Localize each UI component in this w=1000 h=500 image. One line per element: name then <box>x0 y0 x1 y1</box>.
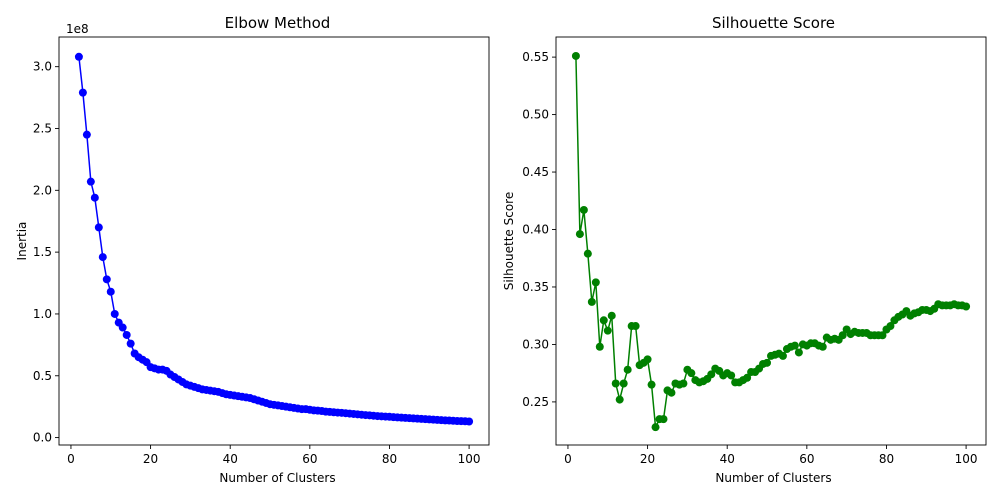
silhouette-x-tick-label: 40 <box>720 452 735 466</box>
elbow-x-tick-label: 100 <box>458 452 481 466</box>
elbow-x-tick-label: 60 <box>302 452 317 466</box>
silhouette-data-point <box>790 341 799 350</box>
silhouette-y-tick-label: 0.45 <box>522 165 549 179</box>
elbow-data-point <box>110 309 119 318</box>
silhouette-data-point <box>794 348 803 357</box>
silhouette-y-tick-label: 0.50 <box>522 108 549 122</box>
elbow-data-point <box>118 323 127 332</box>
silhouette-data-point <box>571 51 580 60</box>
silhouette-data-point <box>643 355 652 364</box>
elbow-y-axis-label: Inertia <box>15 222 29 261</box>
silhouette-data-point <box>687 369 696 378</box>
elbow-y-tick-label: 1.0 <box>33 307 52 321</box>
silhouette-series-line <box>575 55 967 430</box>
silhouette-data-point <box>667 388 676 397</box>
elbow-x-tick-label: 80 <box>382 452 397 466</box>
silhouette-plot-frame <box>555 36 987 446</box>
elbow-x-tick-label: 0 <box>67 452 75 466</box>
elbow-data-point <box>90 193 99 202</box>
silhouette-data-point <box>743 373 752 382</box>
silhouette-data-point <box>763 358 772 367</box>
silhouette-chart-title: Silhouette Score <box>712 14 835 32</box>
silhouette-data-point <box>583 249 592 258</box>
elbow-y-tick-label: 2.5 <box>33 121 52 135</box>
silhouette-data-point <box>886 322 895 331</box>
elbow-data-point <box>94 223 103 232</box>
silhouette-data-point <box>778 351 787 360</box>
elbow-plot-frame <box>58 36 490 446</box>
silhouette-y-tick-label: 0.25 <box>522 395 549 409</box>
elbow-data-point <box>102 275 111 284</box>
elbow-y-tick-label: 1.5 <box>33 245 52 259</box>
silhouette-axis-ticks: 0 20 40 60 80 100 0.25 0.30 0.35 0.40 0.45 0.50 0.55 <box>522 50 977 466</box>
silhouette-data-point <box>651 423 660 432</box>
silhouette-series <box>571 51 971 432</box>
elbow-chart: Elbow Method Number of Clusters Inertia … <box>15 14 490 485</box>
silhouette-data-point <box>575 230 584 239</box>
silhouette-x-axis-label: Number of Clusters <box>715 471 831 485</box>
silhouette-x-tick-label: 20 <box>640 452 655 466</box>
silhouette-x-tick-label: 0 <box>564 452 572 466</box>
silhouette-data-point <box>962 302 971 311</box>
silhouette-data-point <box>599 316 608 325</box>
silhouette-x-tick-label: 80 <box>879 452 894 466</box>
silhouette-data-point <box>611 379 620 388</box>
silhouette-data-point <box>818 342 827 351</box>
silhouette-data-point <box>727 371 736 380</box>
elbow-data-point <box>126 339 135 348</box>
elbow-data-point <box>465 417 474 426</box>
elbow-data-point <box>98 253 107 262</box>
silhouette-data-point <box>647 380 656 389</box>
silhouette-y-tick-label: 0.55 <box>522 50 549 64</box>
silhouette-data-point <box>595 342 604 351</box>
elbow-data-point <box>78 88 87 97</box>
silhouette-data-point <box>619 379 628 388</box>
silhouette-data-point <box>603 326 612 335</box>
elbow-y-tick-label: 3.0 <box>33 60 52 74</box>
elbow-y-offset-label: 1e8 <box>66 22 89 36</box>
silhouette-y-tick-label: 0.40 <box>522 223 549 237</box>
silhouette-chart: Silhouette Score Number of Clusters Silh… <box>502 14 987 485</box>
elbow-x-axis-label: Number of Clusters <box>219 471 335 485</box>
elbow-series-line <box>78 56 470 423</box>
silhouette-y-tick-label: 0.30 <box>522 337 549 351</box>
silhouette-data-point <box>579 205 588 214</box>
silhouette-data-point <box>659 415 668 424</box>
silhouette-x-tick-label: 100 <box>955 452 978 466</box>
silhouette-x-tick-label: 60 <box>799 452 814 466</box>
silhouette-data-point <box>623 365 632 374</box>
elbow-data-point <box>106 287 115 296</box>
elbow-chart-title: Elbow Method <box>225 14 331 32</box>
silhouette-data-point <box>587 297 596 306</box>
silhouette-y-tick-label: 0.35 <box>522 280 549 294</box>
silhouette-data-point <box>878 331 887 340</box>
elbow-data-point <box>122 330 131 339</box>
silhouette-data-point <box>591 278 600 287</box>
silhouette-data-point <box>615 395 624 404</box>
silhouette-data-point <box>707 370 716 379</box>
elbow-series <box>74 52 474 426</box>
elbow-x-tick-label: 40 <box>223 452 238 466</box>
elbow-data-point <box>86 177 95 186</box>
elbow-y-tick-label: 0.5 <box>33 369 52 383</box>
elbow-x-tick-label: 20 <box>143 452 158 466</box>
elbow-y-tick-label: 2.0 <box>33 183 52 197</box>
elbow-y-tick-label: 0.0 <box>33 431 52 445</box>
silhouette-data-point <box>631 322 640 331</box>
silhouette-data-point <box>838 331 847 340</box>
elbow-axis-ticks: 0 20 40 60 80 100 0.0 0.5 1.0 1.5 2.0 2.5 3.0 <box>33 60 481 466</box>
elbow-data-point <box>74 52 83 61</box>
elbow-data-point <box>82 130 91 139</box>
silhouette-data-point <box>607 311 616 320</box>
silhouette-data-point <box>679 379 688 388</box>
silhouette-y-axis-label: Silhouette Score <box>502 192 516 290</box>
